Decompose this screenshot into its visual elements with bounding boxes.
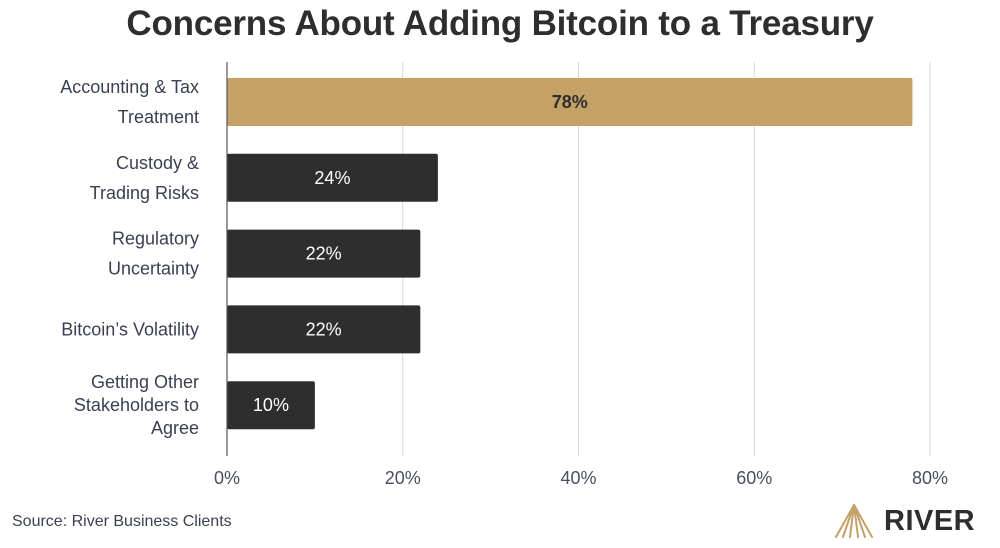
- category-label: Bitcoin’s Volatility: [61, 319, 199, 339]
- x-tick-label: 80%: [912, 468, 948, 488]
- bar: [227, 381, 315, 430]
- source-note: Source: River Business Clients: [12, 513, 232, 530]
- bar: [227, 78, 913, 126]
- x-tick-label: 0%: [214, 468, 240, 488]
- chart-title: Concerns About Adding Bitcoin to a Treas…: [126, 4, 874, 43]
- data-label: 10%: [253, 395, 289, 415]
- data-label: 22%: [306, 319, 342, 339]
- river-logo: RIVER: [834, 502, 975, 540]
- data-label: 22%: [306, 244, 342, 264]
- data-label: 24%: [314, 168, 350, 188]
- river-logo-text: RIVER: [884, 504, 976, 537]
- category-label: Regulatory Uncertainty: [108, 229, 199, 279]
- category-label: Accounting & Tax Treatment: [60, 77, 199, 127]
- x-tick-label: 20%: [385, 468, 421, 488]
- bar: [227, 229, 421, 278]
- x-tick-label: 60%: [736, 468, 772, 488]
- x-tick-label: 40%: [560, 468, 596, 488]
- category-label: Getting Other Stakeholders to Agree: [74, 372, 199, 438]
- bar-chart: 0% 20% 40% 60% 80% 78% Accounting & Tax Treatme…: [60, 62, 948, 488]
- river-logo-mark-icon: [835, 504, 873, 538]
- category-label: Custody & Trading Risks: [90, 153, 199, 203]
- bar: [227, 305, 421, 354]
- bar: [227, 153, 438, 202]
- data-label: 78%: [552, 92, 588, 112]
